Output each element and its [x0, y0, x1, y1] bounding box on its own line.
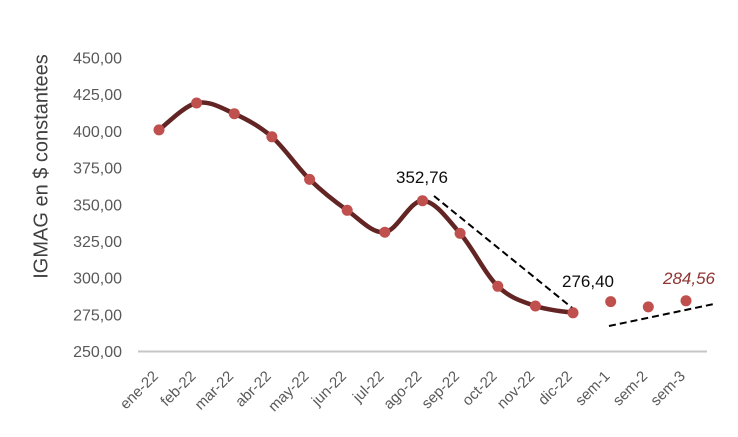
svg-text:275,00: 275,00: [73, 307, 122, 324]
svg-text:276,40: 276,40: [562, 272, 614, 291]
svg-text:325,00: 325,00: [73, 234, 122, 251]
svg-text:IGMAG en $ constantees: IGMAG en $ constantees: [31, 54, 53, 279]
svg-text:375,00: 375,00: [73, 161, 122, 178]
svg-text:425,00: 425,00: [73, 87, 122, 104]
svg-text:250,00: 250,00: [73, 344, 122, 361]
svg-text:450,00: 450,00: [73, 51, 122, 68]
svg-text:400,00: 400,00: [73, 124, 122, 141]
svg-text:352,76: 352,76: [396, 168, 448, 187]
svg-text:350,00: 350,00: [73, 197, 122, 214]
svg-text:284,56: 284,56: [662, 269, 716, 288]
svg-text:300,00: 300,00: [73, 271, 122, 288]
